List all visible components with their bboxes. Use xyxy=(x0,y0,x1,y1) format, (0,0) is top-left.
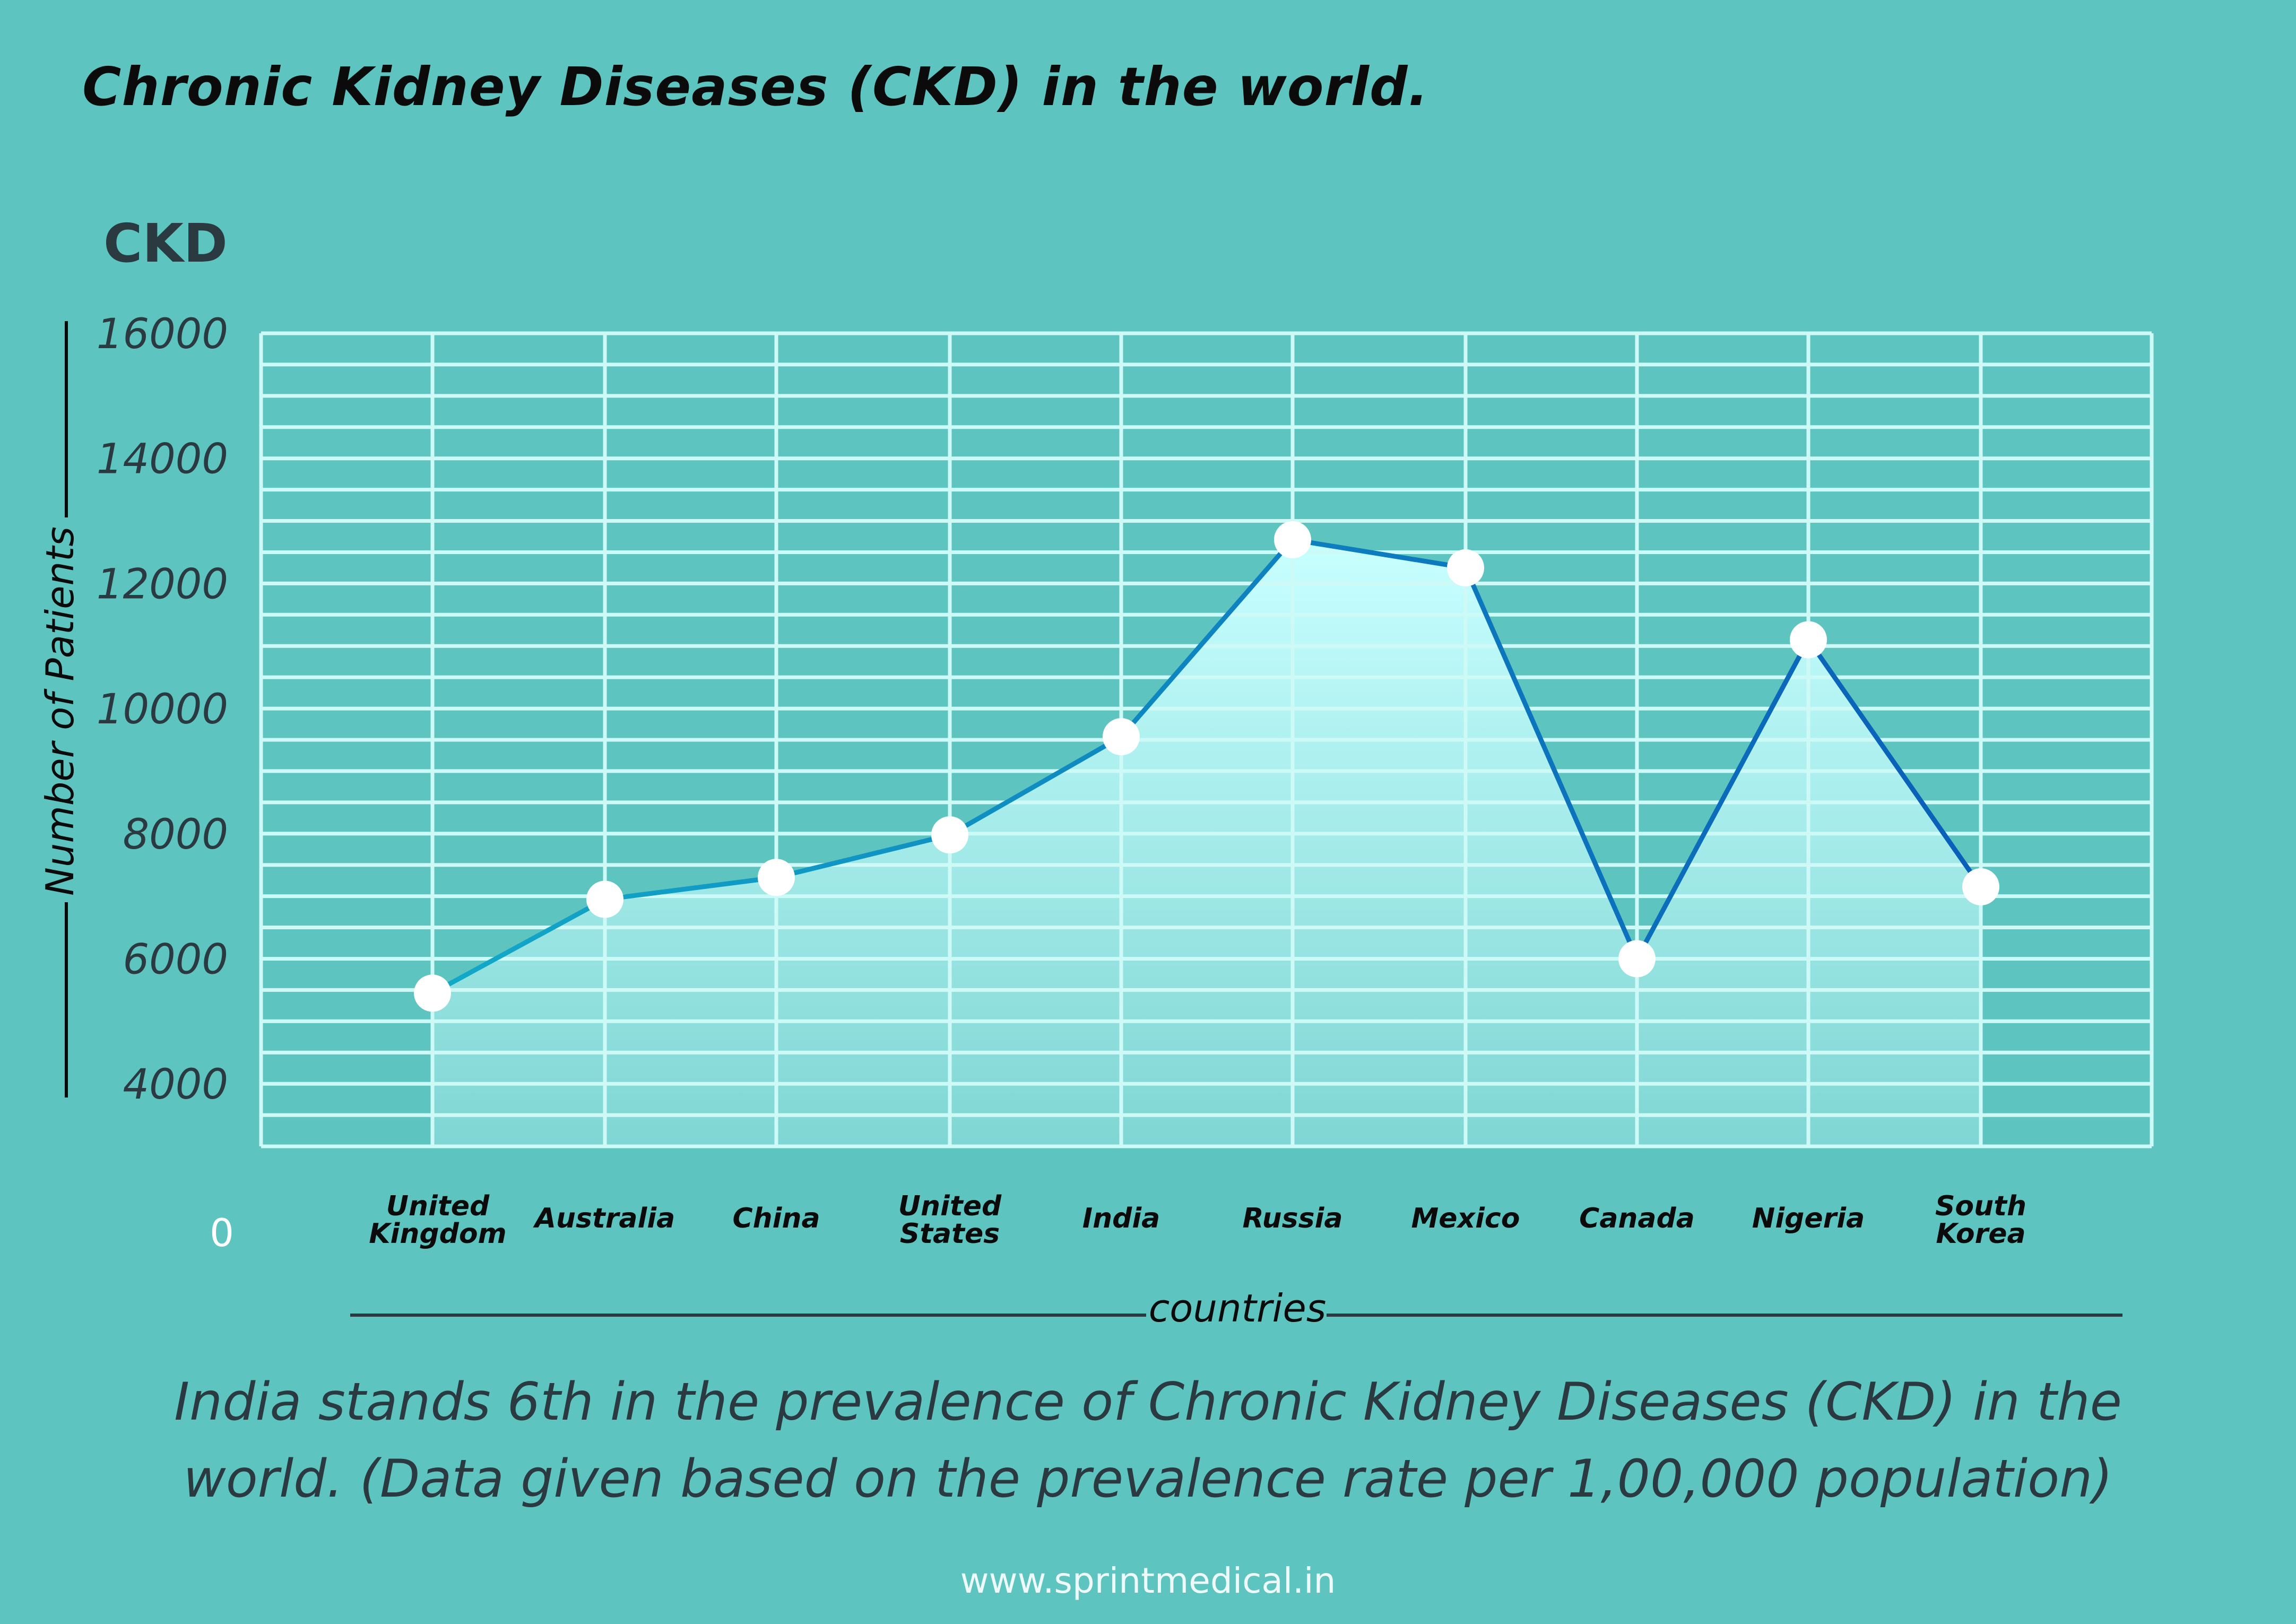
data-point-7 xyxy=(1618,940,1656,978)
x-tick-label: Kingdom xyxy=(369,1218,507,1250)
y-tick-label: 4000 xyxy=(123,1061,228,1109)
series-line xyxy=(431,537,1983,996)
x-tick-label: India xyxy=(1082,1203,1160,1234)
x-tick-label: Mexico xyxy=(1411,1203,1520,1234)
x-tick-label: Canada xyxy=(1579,1203,1695,1234)
data-point-6 xyxy=(1447,549,1484,586)
y-tick-label: 8000 xyxy=(123,811,228,859)
x-tick-label: States xyxy=(900,1218,1000,1250)
origin-label: 0 xyxy=(210,1211,234,1255)
caption: India stands 6th in the prevalence of Ch… xyxy=(0,1364,2296,1518)
y-tick-label: 12000 xyxy=(97,560,228,608)
website-url: www.sprintmedical.in xyxy=(960,1560,1336,1601)
data-point-0 xyxy=(414,974,451,1012)
y-tick-label: 16000 xyxy=(97,310,228,358)
data-point-5 xyxy=(1274,521,1311,558)
x-tick-label: United xyxy=(898,1190,1002,1222)
chart-title: CKD xyxy=(103,212,228,274)
x-tick-label: Australia xyxy=(533,1203,675,1234)
y-tick-label: 14000 xyxy=(97,436,228,483)
x-tick-label: Nigeria xyxy=(1752,1203,1865,1234)
x-tick-label: South xyxy=(1935,1190,2026,1222)
data-point-8 xyxy=(1790,621,1827,659)
page-title: Chronic Kidney Diseases (CKD) in the wor… xyxy=(82,56,1429,118)
y-axis-title: Number of Patients xyxy=(38,526,82,896)
x-axis-title: countries xyxy=(1149,1286,1327,1331)
area-fill xyxy=(432,539,1981,1146)
data-point-9 xyxy=(1962,868,1999,905)
caption-line-2: world. (Data given based on the prevalen… xyxy=(183,1449,2113,1509)
data-point-3 xyxy=(931,816,968,854)
caption-line-1: India stands 6th in the prevalence of Ch… xyxy=(174,1372,2122,1432)
data-point-4 xyxy=(1103,718,1140,756)
data-point-1 xyxy=(586,880,623,918)
data-point-2 xyxy=(758,859,795,896)
y-tick-label: 10000 xyxy=(97,686,228,733)
y-tick-label: 6000 xyxy=(123,936,228,983)
x-tick-label: Korea xyxy=(1936,1218,2025,1250)
x-tick-label: China xyxy=(732,1203,820,1234)
x-tick-label: Russia xyxy=(1242,1203,1342,1234)
x-tick-label: United xyxy=(386,1190,490,1222)
